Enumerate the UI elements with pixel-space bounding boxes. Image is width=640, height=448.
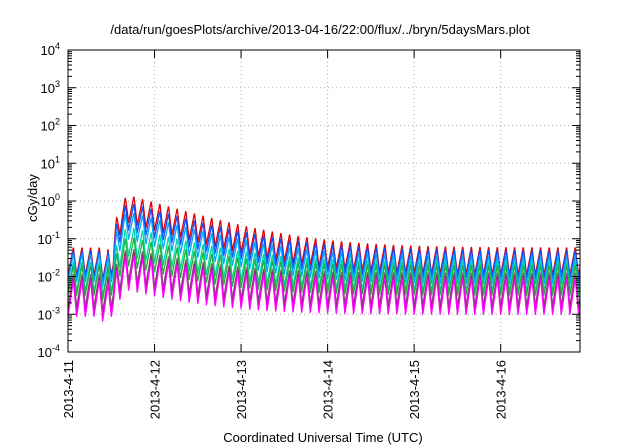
y-tick-label: 103 <box>41 79 60 96</box>
y-tick-exponent: 3 <box>55 79 60 89</box>
x-tick-label: 2013-4-11 <box>61 360 76 418</box>
x-tick-label: 2013-4-12 <box>148 360 163 419</box>
y-tick-label: 104 <box>41 41 60 58</box>
x-tick-labels: 2013-4-11 2013-4-12 2013-4-13 2013-4-14 2013… <box>61 360 509 419</box>
x-tick-label: 2013-4-14 <box>321 360 336 419</box>
x-tick-label: 2013-4-15 <box>407 360 422 419</box>
series-line-8 <box>67 255 581 322</box>
series-line-2 <box>67 203 581 284</box>
y-tick-exponent: 4 <box>55 41 60 51</box>
y-tick-label: 102 <box>41 117 60 134</box>
y-tick-base: 10 <box>41 81 55 96</box>
y-tick-base: 10 <box>38 232 52 247</box>
x-axis-label: Coordinated Universal Time (UTC) <box>223 430 422 445</box>
y-tick-base: 10 <box>41 43 55 58</box>
y-tick-exponent: -1 <box>52 230 60 240</box>
y-tick-exponent: -2 <box>52 268 60 278</box>
chart-title: /data/run/goesPlots/archive/2013-04-16/2… <box>110 22 530 37</box>
y-tick-base: 10 <box>41 119 55 134</box>
y-tick-exponent: 1 <box>55 154 60 164</box>
y-axis-label: cGy/day <box>25 174 40 222</box>
y-tick-label: 10-1 <box>38 230 60 247</box>
y-tick-base: 10 <box>38 307 52 322</box>
y-tick-base: 10 <box>38 345 52 360</box>
x-tick-label: 2013-4-13 <box>234 360 249 419</box>
y-tick-label: 101 <box>41 154 60 171</box>
y-tick-base: 10 <box>38 270 52 285</box>
y-tick-label: 10-3 <box>38 305 60 322</box>
y-tick-exponent: 0 <box>55 192 60 202</box>
y-tick-exponent: 2 <box>55 117 60 127</box>
series-line-5 <box>67 237 581 301</box>
y-tick-exponent: -4 <box>52 343 60 353</box>
series-line-3 <box>67 212 581 288</box>
x-tick-label: 2013-4-16 <box>494 360 509 419</box>
series-line-4 <box>67 227 581 297</box>
y-tick-base: 10 <box>41 194 55 209</box>
y-tick-label: 10-4 <box>38 343 60 360</box>
y-tick-label: 10-2 <box>38 268 60 285</box>
series-group <box>67 196 581 322</box>
y-tick-label: 100 <box>41 192 60 209</box>
y-tick-base: 10 <box>41 156 55 171</box>
ticks <box>67 49 580 353</box>
y-tick-exponent: -3 <box>52 305 60 315</box>
